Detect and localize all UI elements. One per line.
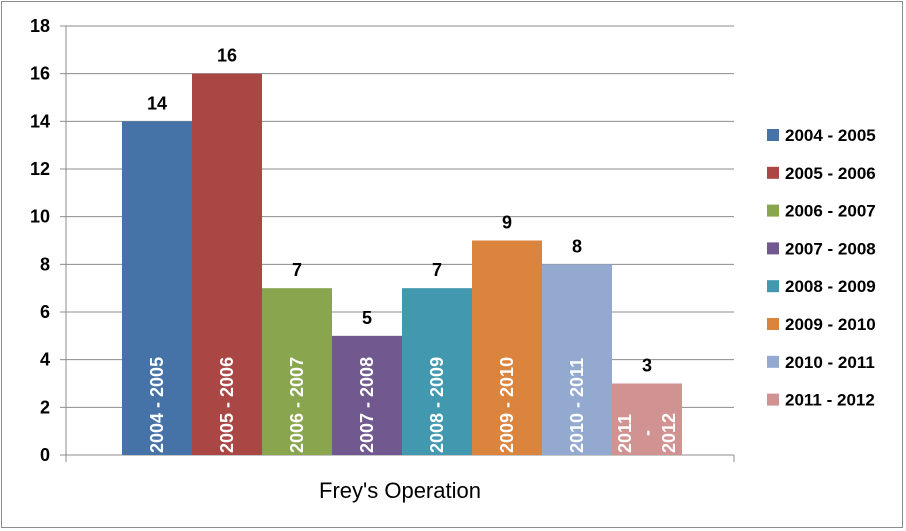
x-axis-label: Frey's Operation bbox=[319, 478, 481, 503]
bar bbox=[472, 240, 542, 455]
data-label: 7 bbox=[432, 260, 442, 280]
legend-swatch bbox=[767, 242, 779, 255]
bars: 14 2004 - 2005 16 2005 - 2006 7 2006 - 2007 5 2… bbox=[122, 46, 682, 456]
bar-category-label: 2009 - 2010 bbox=[497, 357, 517, 453]
legend-swatch bbox=[767, 355, 779, 368]
y-tick-label: 0 bbox=[40, 445, 50, 465]
bar bbox=[402, 288, 472, 455]
y-tick-label: 18 bbox=[30, 16, 50, 36]
data-label: 8 bbox=[572, 236, 582, 256]
legend-label: 2005 - 2006 bbox=[785, 164, 876, 183]
legend-label: 2010 - 2011 bbox=[785, 353, 875, 372]
bar bbox=[122, 121, 192, 455]
bar-category-label: 2011 bbox=[615, 414, 635, 453]
data-label: 9 bbox=[502, 213, 512, 233]
y-tick-label: 2 bbox=[40, 397, 50, 417]
bar-category-label: 2008 - 2009 bbox=[427, 357, 447, 453]
bar bbox=[262, 288, 332, 455]
bar-category-label: 2004 - 2005 bbox=[147, 357, 167, 453]
y-tick-label: 14 bbox=[30, 111, 50, 131]
bar-category-label: 2007 - 2008 bbox=[357, 357, 377, 453]
legend-label: 2007 - 2008 bbox=[785, 239, 876, 258]
bar-category-label: - bbox=[637, 430, 657, 436]
legend-label: 2006 - 2007 bbox=[785, 202, 876, 221]
data-label: 7 bbox=[292, 260, 302, 280]
y-tick-label: 6 bbox=[40, 302, 50, 322]
data-label: 5 bbox=[362, 308, 372, 328]
legend-swatch bbox=[767, 166, 779, 179]
y-tick-label: 10 bbox=[30, 207, 50, 227]
legend-swatch bbox=[767, 129, 779, 141]
bar-category-label: 2012 bbox=[659, 413, 679, 453]
bar bbox=[192, 73, 262, 456]
legend-swatch bbox=[767, 318, 779, 330]
bar-category-label: 2005 - 2006 bbox=[217, 357, 237, 453]
bar-category-label: 2006 - 2007 bbox=[287, 357, 307, 453]
data-label: 16 bbox=[217, 46, 237, 66]
bar bbox=[612, 383, 682, 455]
y-tick-label: 12 bbox=[30, 159, 50, 179]
bar bbox=[542, 264, 612, 455]
legend-label: 2008 - 2009 bbox=[785, 277, 876, 296]
bar-category-label: 2010 - 2011 bbox=[567, 358, 587, 453]
y-tick-label: 16 bbox=[30, 64, 50, 84]
legend-label: 2009 - 2010 bbox=[785, 315, 876, 334]
legend-swatch bbox=[767, 204, 779, 217]
legend-label: 2011 - 2012 bbox=[785, 391, 875, 410]
bar bbox=[332, 335, 402, 455]
legend-label: 2004 - 2005 bbox=[785, 126, 876, 145]
legend-swatch bbox=[767, 393, 779, 406]
legend-swatch bbox=[767, 280, 779, 293]
legend: 2004 - 2005 2005 - 2006 2006 - 2007 2007 - … bbox=[767, 126, 876, 410]
y-tick-label: 4 bbox=[40, 350, 50, 370]
y-tick-label: 8 bbox=[40, 254, 50, 274]
data-label: 3 bbox=[642, 356, 652, 376]
data-label: 14 bbox=[147, 93, 167, 113]
y-axis-ticks: 0 2 4 6 8 10 12 14 16 18 bbox=[30, 16, 66, 465]
